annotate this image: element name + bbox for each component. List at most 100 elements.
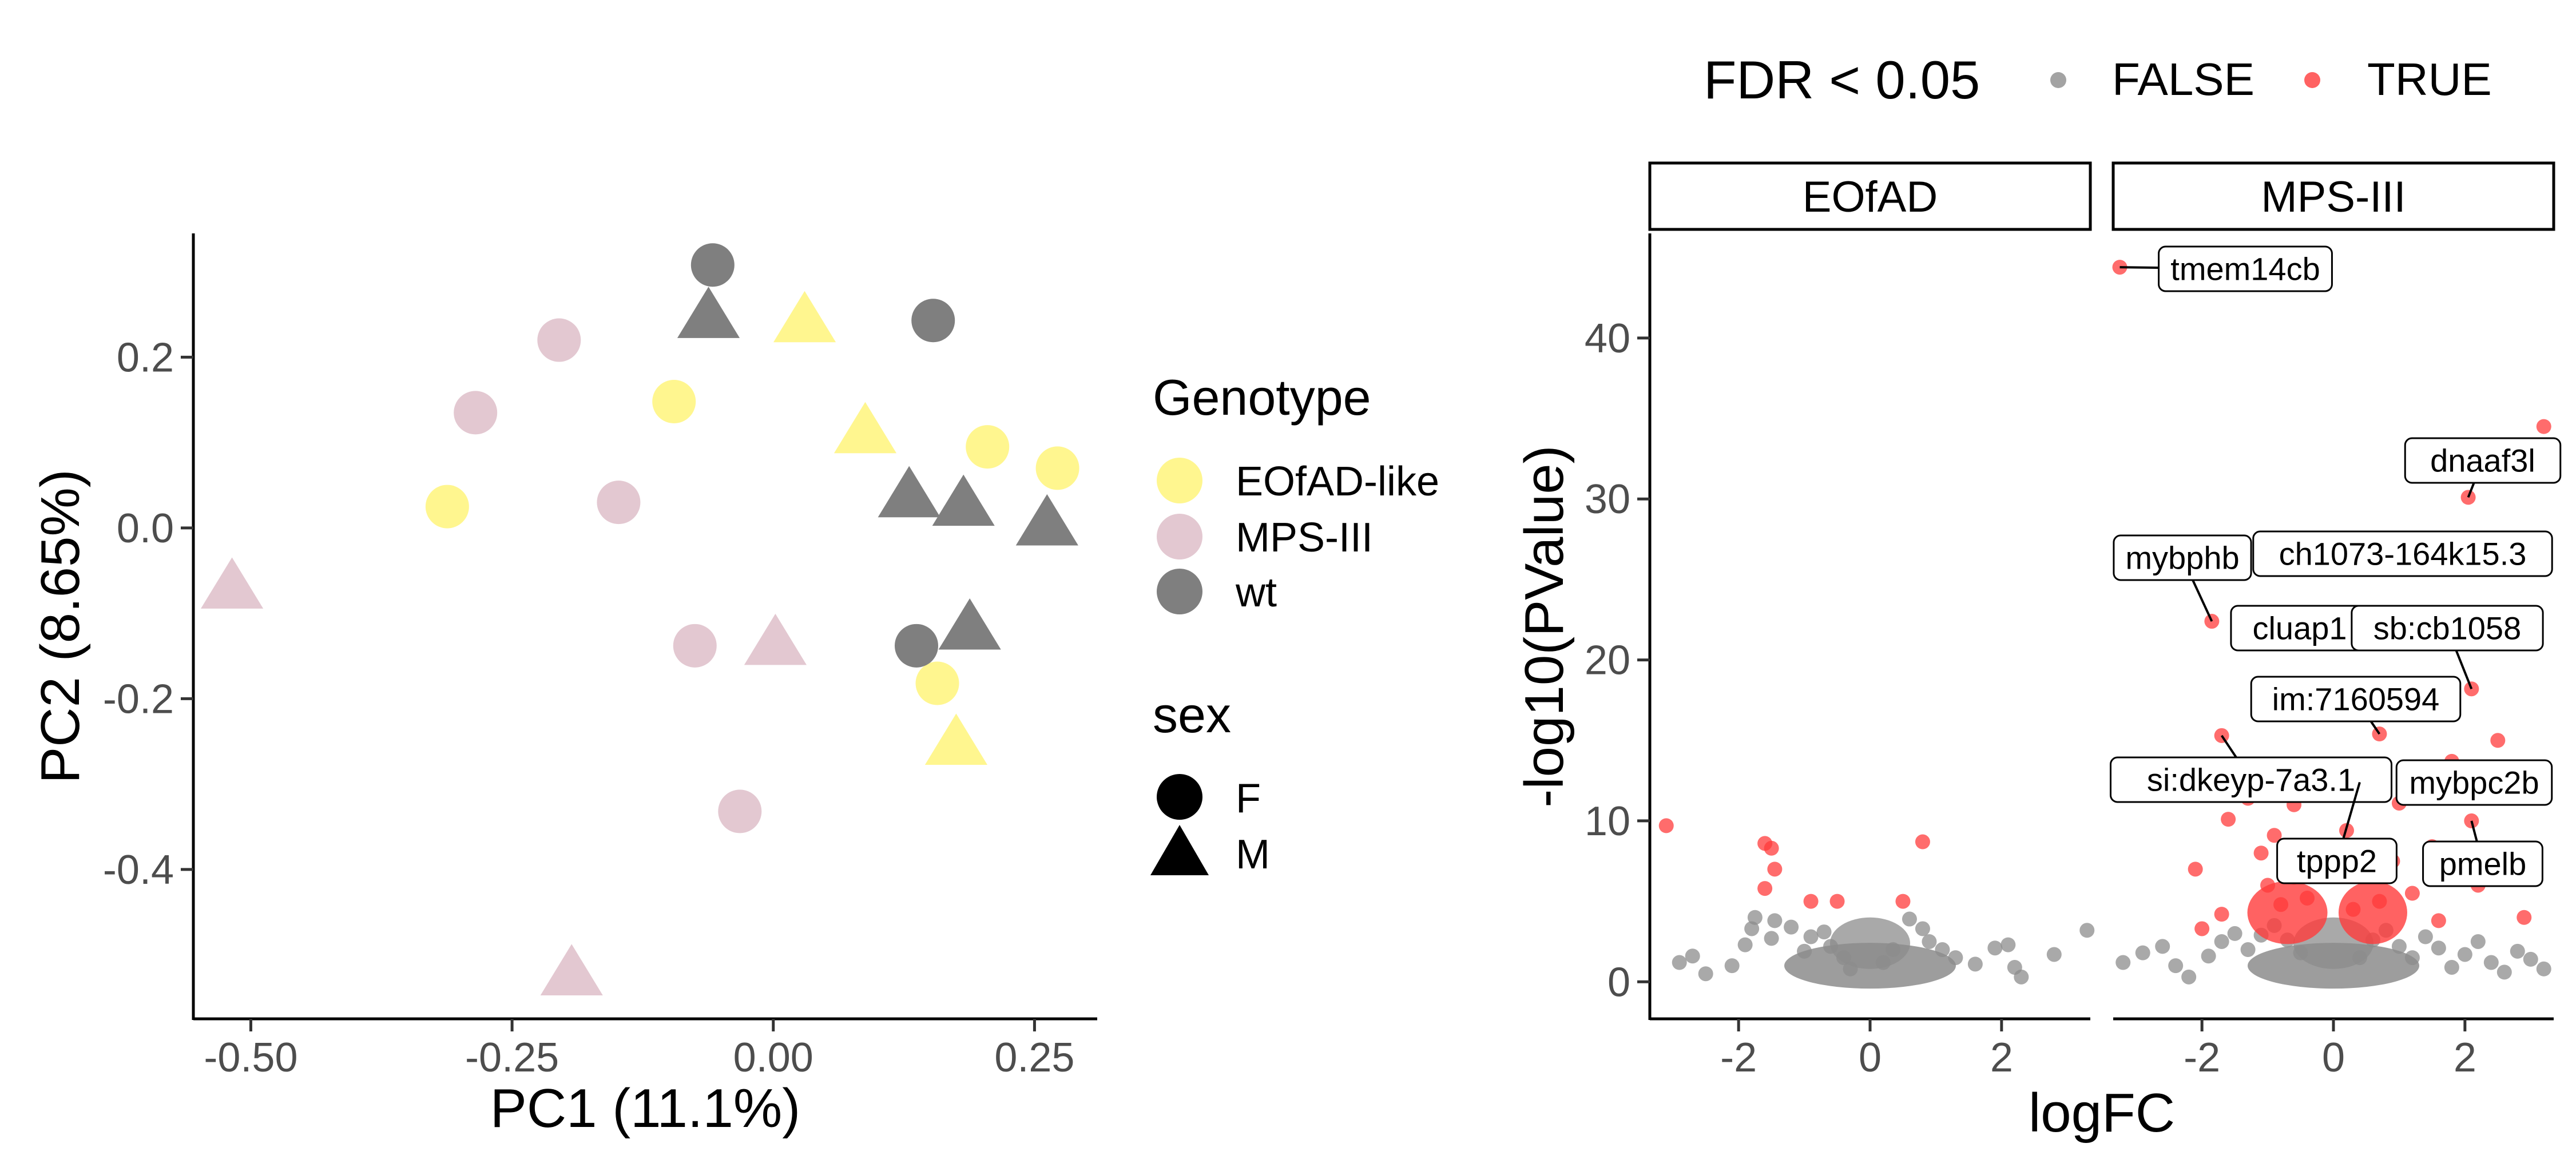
volcano-point-false-eofad-1 — [1685, 948, 1700, 964]
legend-label-mps-iii: MPS-III — [1236, 515, 1373, 561]
sex-legend: sex F M — [1150, 686, 1270, 878]
volcano-point-false-eofad-6 — [1747, 910, 1763, 925]
annotation-label-tmem14cb: tmem14cb — [2170, 251, 2320, 287]
volcano-point-false-mps-iii-16 — [2391, 939, 2407, 954]
annotation-label-pmelb: pmelb — [2439, 846, 2527, 882]
volcano-point-true-eofad-7 — [1895, 894, 1911, 909]
annotation-label-tppp2: tppp2 — [2297, 843, 2377, 879]
fdr-legend-title: FDR < 0.05 — [1704, 50, 1980, 110]
volcano-x-tick-label: -2 — [1720, 1035, 1757, 1081]
legend-key-eofad-like: EOfAD-like — [1157, 458, 1439, 505]
strip-mps-iii: MPS-III — [2111, 161, 2555, 231]
pca-x-axis-title: PC1 (11.1%) — [490, 1078, 800, 1139]
volcano-point-false-eofad-5 — [1744, 921, 1760, 936]
volcano-point-true-mps-iii-34 — [2345, 902, 2361, 917]
volcano-annotations: tmem14cb dnaaf3l ch1073-164k15.3 mybphb clua… — [2109, 245, 2562, 887]
pca-point-wt-0 — [690, 243, 735, 287]
legend-swatch-wt — [1157, 569, 1202, 614]
volcano-point-false-eofad-28 — [2046, 947, 2062, 962]
pca-point-wt-5 — [1015, 494, 1078, 546]
pca-axes — [192, 233, 1097, 1021]
volcano-point-true-mps-iii-18 — [2267, 828, 2282, 843]
volcano-point-false-eofad-21 — [1935, 942, 1950, 958]
pca-point-mps-iii-4 — [673, 624, 717, 668]
pca-point-wt-6 — [895, 624, 938, 668]
pca-points — [201, 243, 1079, 995]
volcano-point-false-mps-iii-3 — [2168, 958, 2184, 974]
volcano-point-false-eofad-16 — [1875, 955, 1891, 970]
volcano-point-false-eofad-10 — [1797, 943, 1812, 959]
volcano-point-false-eofad-23 — [1967, 956, 1983, 972]
volcano-point-false-mps-iii-4 — [2181, 969, 2197, 985]
volcano-point-false-mps-iii-22 — [2470, 934, 2486, 949]
genotype-legend-title: Genotype — [1153, 369, 1371, 426]
annotation-label-dnaaf3l: dnaaf3l — [2430, 443, 2535, 479]
volcano-point-false-mps-iii-13 — [2352, 950, 2367, 966]
volcano-point-false-mps-iii-12 — [2293, 945, 2308, 960]
strip-eofad: EOfAD — [1648, 161, 2092, 231]
annotation-label-mybpc2b: mybpc2b — [2409, 765, 2539, 801]
volcano-point-true-mps-iii-26 — [2260, 878, 2276, 893]
volcano-x-tick-label: -2 — [2184, 1035, 2220, 1081]
volcano-point-false-mps-iii-2 — [2155, 939, 2170, 954]
volcano-point-false-eofad-7 — [1764, 931, 1779, 946]
volcano-point-false-eofad-24 — [1987, 940, 2003, 956]
pca-point-eofad-like-0 — [425, 485, 469, 529]
volcano-point-true-mps-iii-3 — [2536, 419, 2551, 434]
pca-point-mps-iii-7 — [540, 944, 603, 995]
annotation-label-si-dkeyp-7a3-1: si:dkeyp-7a3.1 — [2147, 762, 2355, 798]
legend-label-male: M — [1236, 832, 1270, 878]
pca-y-tick-label: 0.0 — [117, 506, 174, 551]
legend-swatch-true — [2304, 72, 2320, 88]
volcano-point-false-mps-iii-1 — [2135, 945, 2150, 960]
annotation-label-ch1073-164k15-3: ch1073-164k15.3 — [2279, 536, 2527, 572]
pca-point-eofad-like-1 — [652, 380, 696, 424]
volcano-x-axis-title: logFC — [2029, 1082, 2175, 1144]
pca-x-tick-label: -0.25 — [465, 1035, 559, 1081]
volcano-point-true-eofad-5 — [1803, 894, 1819, 909]
pca-y-tick-label: -0.4 — [103, 847, 174, 893]
annotation-box-tmem14cb — [2158, 245, 2333, 292]
volcano-point-true-mps-iii-20 — [2253, 845, 2269, 861]
legend-swatch-mps-iii — [1157, 514, 1202, 559]
annotation-box-mybpc2b — [2395, 759, 2553, 806]
volcano-point-true-mps-iii-22 — [2188, 862, 2203, 877]
volcano-point-false-eofad-14 — [1836, 950, 1852, 966]
pca-point-mps-iii-5 — [744, 613, 807, 665]
pca-x-ticks: -0.50 -0.25 0.00 0.25 — [204, 1019, 1074, 1081]
volcano-y-tick-label: 20 — [1585, 638, 1630, 684]
strip-eofad-label: EOfAD — [1803, 173, 1938, 221]
annotation-box-im-7160594 — [2250, 676, 2462, 723]
volcano-point-false-mps-iii-24 — [2496, 964, 2512, 980]
volcano-y-tick-label: 30 — [1585, 477, 1630, 522]
volcano-point-false-eofad-3 — [1724, 958, 1740, 974]
volcano-point-true-eofad-0 — [1658, 818, 1674, 833]
pca-point-eofad-like-7 — [924, 713, 987, 765]
legend-label-female: F — [1236, 776, 1261, 821]
volcano-point-false-mps-iii-23 — [2483, 955, 2499, 970]
volcano-point-true-mps-iii-29 — [2372, 894, 2387, 909]
volcano-point-true-mps-iii-35 — [2273, 897, 2289, 912]
volcano-point-false-eofad-9 — [1784, 919, 1799, 935]
volcano-point-false-mps-iii-20 — [2444, 959, 2459, 975]
volcano-point-true-mps-iii-33 — [2194, 921, 2210, 936]
volcano-point-false-eofad-0 — [1672, 955, 1687, 970]
pca-point-eofad-like-5 — [1035, 446, 1079, 490]
volcano-y-tick-label: 10 — [1585, 799, 1630, 844]
volcano-point-false-mps-iii-27 — [2536, 961, 2551, 977]
volcano-point-false-mps-iii-7 — [2227, 926, 2242, 941]
volcano-point-true-mps-iii-31 — [2214, 907, 2229, 922]
pca-x-tick-label: 0.00 — [733, 1035, 813, 1081]
volcano-cloud-true-left — [2247, 881, 2328, 944]
pca-point-mps-iii-0 — [201, 557, 264, 609]
volcano-y-tick-label: 0 — [1607, 959, 1630, 1005]
volcano-point-false-mps-iii-6 — [2214, 934, 2229, 949]
volcano-point-false-eofad-17 — [1886, 942, 1901, 958]
volcano-point-false-eofad-25 — [2001, 937, 2016, 952]
pca-point-wt-2 — [911, 299, 955, 343]
annotation-label-sb-cb1058: sb:cb1058 — [2373, 610, 2521, 646]
volcano-point-false-mps-iii-8 — [2240, 942, 2256, 958]
pca-point-mps-iii-1 — [454, 391, 498, 435]
pca-point-eofad-like-4 — [966, 425, 1010, 469]
